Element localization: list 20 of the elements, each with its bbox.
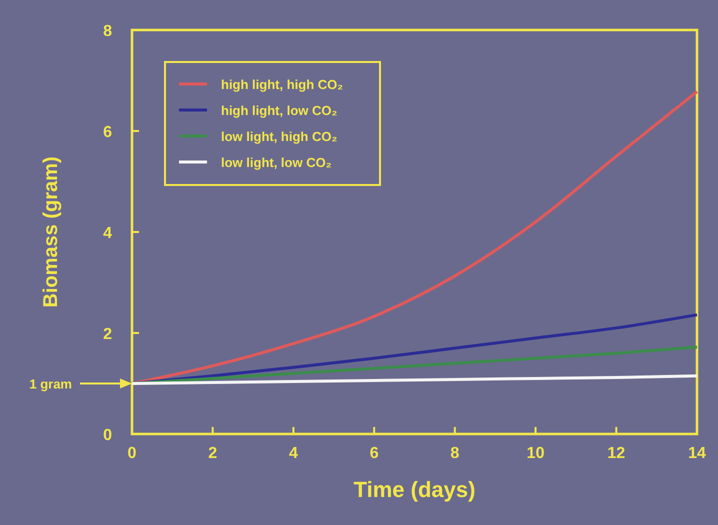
x-tick-label: 4 (288, 445, 298, 462)
x-tick-label: 14 (688, 445, 706, 462)
x-tick-label: 12 (607, 445, 626, 462)
y-tick-label: 6 (103, 124, 112, 141)
y-tick-label: 0 (103, 427, 112, 444)
y-tick-label: 4 (103, 225, 112, 242)
y-tick-label: 2 (103, 326, 112, 343)
x-tick-label: 6 (370, 445, 379, 462)
legend-label: low light, low CO₂ (221, 155, 332, 170)
x-tick-label: 0 (128, 445, 137, 462)
x-axis-title: Time (days) (354, 477, 476, 502)
y-axis-title: Biomass (gram) (40, 156, 62, 308)
legend-label: low light, high CO₂ (221, 129, 338, 144)
x-tick-label: 8 (450, 445, 460, 462)
legend-label: high light, low CO₂ (221, 103, 338, 118)
x-tick-label: 2 (208, 445, 218, 462)
text: 1 gram (29, 376, 72, 392)
y-tick-label: 8 (103, 23, 112, 40)
x-tick-label: 10 (526, 445, 545, 462)
legend-label: high light, high CO₂ (221, 77, 344, 92)
